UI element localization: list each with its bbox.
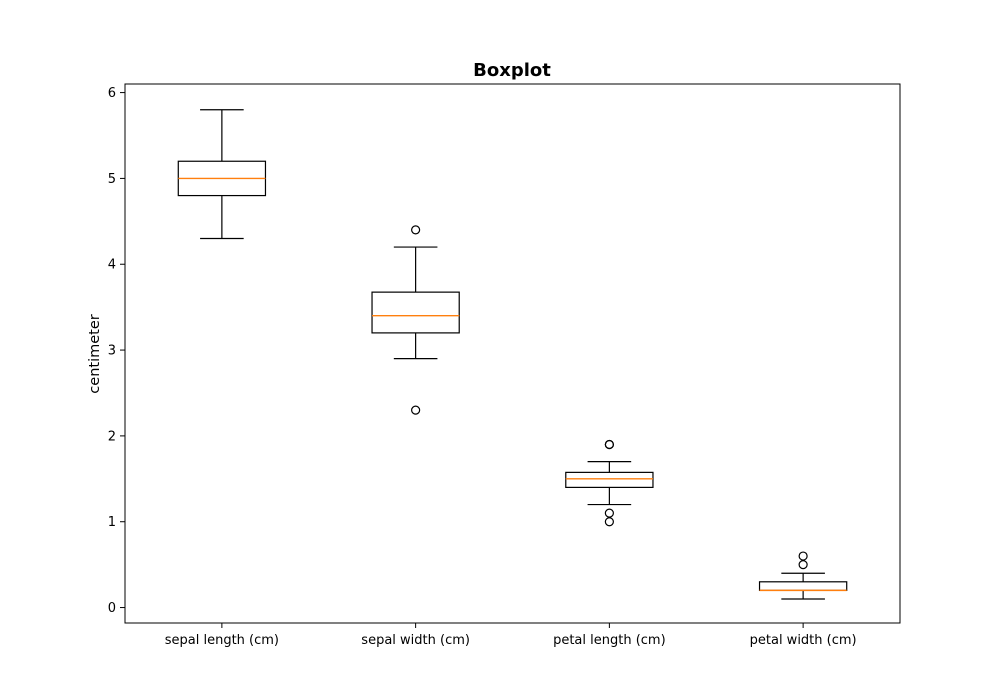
chart-title: Boxplot [473, 60, 551, 81]
y-tick-label: 6 [108, 86, 116, 101]
plot-area: 0 1 2 3 4 5 6 sepal length (cm) sepal width (cm)… [108, 86, 857, 648]
y-tick-label: 3 [108, 344, 116, 359]
x-tick-label: sepal width (cm) [361, 633, 470, 648]
x-tick-label: sepal length (cm) [165, 633, 279, 648]
outlier-point [604, 508, 614, 518]
y-axis-label: centimeter [87, 314, 103, 393]
outlier-point [411, 225, 421, 235]
outlier-point [604, 517, 614, 527]
outlier-point [798, 551, 808, 561]
outlier-point [604, 439, 614, 450]
box [758, 581, 848, 591]
y-tick-label: 5 [108, 172, 116, 187]
y-tick-label: 2 [108, 429, 116, 444]
x-tick-label: petal width (cm) [750, 633, 857, 648]
outlier-point [798, 560, 808, 570]
box [565, 471, 654, 488]
x-tick-label: petal length (cm) [553, 633, 666, 648]
axes-frame [124, 83, 901, 624]
outlier-point [411, 405, 421, 415]
box [371, 291, 460, 334]
y-tick-label: 1 [108, 515, 116, 530]
y-tick-label: 4 [108, 258, 116, 273]
y-tick-label: 0 [108, 601, 116, 616]
